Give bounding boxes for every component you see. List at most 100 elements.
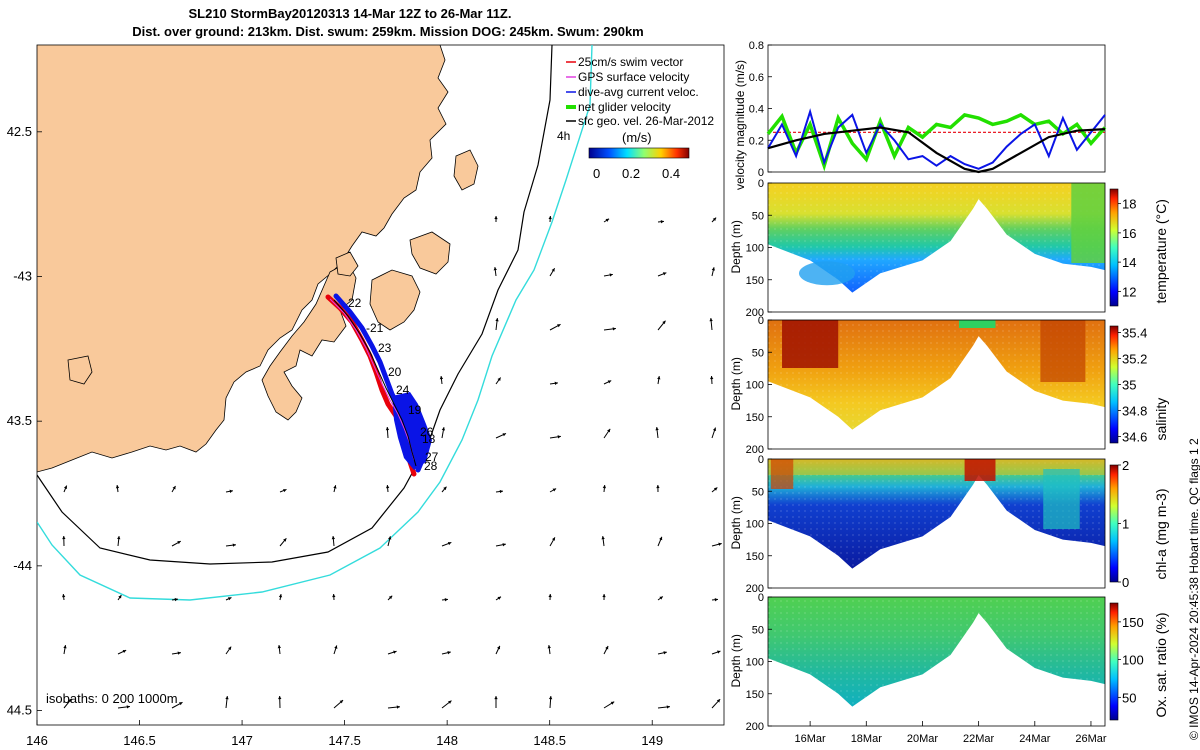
current-arrowhead bbox=[714, 598, 718, 602]
colorbar-label: temperature (°C) bbox=[1153, 199, 1169, 303]
colorbar-tick-label: 150 bbox=[1122, 615, 1144, 630]
current-arrowhead bbox=[334, 645, 338, 649]
current-arrowhead bbox=[232, 543, 236, 547]
current-arrowhead bbox=[657, 376, 661, 380]
current-arrowhead bbox=[656, 485, 660, 489]
current-arrowhead bbox=[115, 485, 120, 489]
velocity-y-tick-label: 0 bbox=[758, 167, 764, 179]
map-y-tick-label: -44 bbox=[13, 558, 32, 573]
map-y-tick-label: -43 bbox=[13, 268, 32, 283]
colorbar-label: salinity bbox=[1153, 398, 1169, 441]
current-arrowhead bbox=[712, 217, 717, 222]
colorbar-tick-label: 16 bbox=[1122, 226, 1136, 241]
velocity-line bbox=[767, 126, 1106, 174]
depth-tick-label: 50 bbox=[752, 210, 764, 222]
velocity-frame bbox=[767, 44, 1106, 173]
section-texture bbox=[768, 459, 1105, 569]
current-arrowhead bbox=[659, 596, 663, 600]
time-tick-label: 24Mar bbox=[1019, 733, 1051, 745]
depth-tick-label: 200 bbox=[746, 583, 764, 595]
glider-track bbox=[325, 293, 432, 477]
section-feature bbox=[958, 320, 996, 328]
current-arrowhead bbox=[118, 595, 122, 599]
section-panel-chl-a: 0 50 100 150 200 Depth (m) 2 1 0 chl-a (mg m-3) bbox=[729, 454, 1169, 595]
current-arrowhead bbox=[612, 327, 616, 331]
velocity-y-tick-label: 0.8 bbox=[749, 40, 764, 52]
map-x-tick-label: 146.5 bbox=[123, 733, 156, 748]
day-label: 20 bbox=[388, 365, 402, 379]
land-maria-island bbox=[369, 269, 421, 331]
current-arrowhead bbox=[331, 536, 336, 540]
current-arrowhead bbox=[63, 485, 68, 490]
current-arrowhead bbox=[717, 650, 721, 654]
current-arrowhead bbox=[709, 318, 713, 322]
depth-tick-label: 50 bbox=[752, 486, 764, 498]
velocity-line bbox=[766, 112, 1107, 172]
land-east-isle bbox=[409, 231, 451, 275]
current-arrowhead bbox=[602, 485, 607, 489]
figure-title-line2: Dist. over ground: 213km. Dist. swum: 25… bbox=[132, 24, 644, 39]
current-arrowhead bbox=[227, 597, 232, 601]
time-axis: 16Mar 18Mar 20Mar 22Mar 24Mar 26Mar bbox=[795, 721, 1107, 745]
velocity-ylabel: velocity magnitude (m/s) bbox=[733, 60, 747, 190]
current-arrowhead bbox=[662, 272, 667, 276]
land-schouten bbox=[453, 149, 479, 191]
current-arrowhead bbox=[385, 427, 390, 431]
track-blue-cluster bbox=[392, 392, 432, 470]
section-texture bbox=[768, 183, 1105, 293]
map-x-tick-label: 148 bbox=[436, 733, 458, 748]
depth-tick-label: 100 bbox=[746, 380, 764, 392]
current-arrowhead bbox=[552, 488, 557, 492]
depth-tick-label: 100 bbox=[746, 243, 764, 255]
current-arrowhead bbox=[278, 696, 282, 700]
day-label: 23 bbox=[378, 341, 392, 355]
colorbar-tick-label: 2 bbox=[1122, 458, 1129, 473]
section-feature bbox=[768, 459, 1105, 475]
map-y-tick-label: 43.5 bbox=[7, 413, 32, 428]
colorbar-tick-label: 34.6 bbox=[1122, 430, 1147, 445]
depth-tick-label: 100 bbox=[746, 519, 764, 531]
depth-tick-label: 200 bbox=[746, 444, 764, 456]
current-arrowhead bbox=[551, 268, 555, 272]
velocity-panel: 0 0.2 0.4 0.6 0.8 velocity magnitude (m/s) bbox=[733, 40, 1107, 190]
velocity-y-tick-label: 0.6 bbox=[749, 72, 764, 84]
current-arrowhead bbox=[711, 267, 715, 271]
colorbar-tick-label: 1 bbox=[1122, 517, 1129, 532]
current-arrowhead bbox=[548, 594, 552, 598]
current-arrowhead bbox=[502, 543, 506, 547]
velocity-y-tick-label: 0.4 bbox=[749, 104, 764, 116]
land-bruny bbox=[67, 355, 93, 385]
colorbar-tick-label: 35.4 bbox=[1122, 326, 1147, 341]
current-arrowhead bbox=[607, 380, 612, 384]
depth-axis-label: Depth (m) bbox=[729, 496, 743, 549]
current-arrowhead bbox=[607, 428, 611, 433]
current-arrowhead bbox=[122, 649, 127, 654]
map-x-tick-label: 147.5 bbox=[328, 733, 361, 748]
time-tick-label: 20Mar bbox=[907, 733, 939, 745]
colorbar-label: Ox. sat. ratio (%) bbox=[1153, 612, 1169, 717]
isobath-1000m bbox=[37, 45, 593, 601]
map-x-tick-label: 147 bbox=[231, 733, 253, 748]
map-x-tick-label: 148.5 bbox=[533, 733, 566, 748]
current-arrowhead bbox=[117, 536, 121, 540]
day-label: 18 bbox=[422, 432, 436, 446]
depth-axis-label: Depth (m) bbox=[729, 634, 743, 687]
current-arrowhead bbox=[172, 485, 176, 490]
time-tick-label: 16Mar bbox=[795, 733, 827, 745]
depth-tick-label: 50 bbox=[752, 347, 764, 359]
colorbar-tick-label: 0 bbox=[1122, 575, 1129, 590]
current-arrowhead bbox=[439, 376, 444, 380]
current-arrowhead bbox=[179, 702, 183, 706]
current-arrowhead bbox=[666, 705, 670, 709]
map-colorbar-tick: 0.4 bbox=[662, 166, 680, 181]
track-magenta-gps bbox=[329, 298, 415, 461]
depth-tick-label: 200 bbox=[746, 721, 764, 733]
legend-label: net glider velocity bbox=[578, 100, 671, 114]
current-arrowhead bbox=[495, 318, 499, 322]
current-arrowhead bbox=[605, 218, 610, 222]
colorbar-tick-label: 35.2 bbox=[1122, 352, 1147, 367]
depth-tick-label: 150 bbox=[746, 689, 764, 701]
land-tasmania bbox=[37, 45, 449, 473]
